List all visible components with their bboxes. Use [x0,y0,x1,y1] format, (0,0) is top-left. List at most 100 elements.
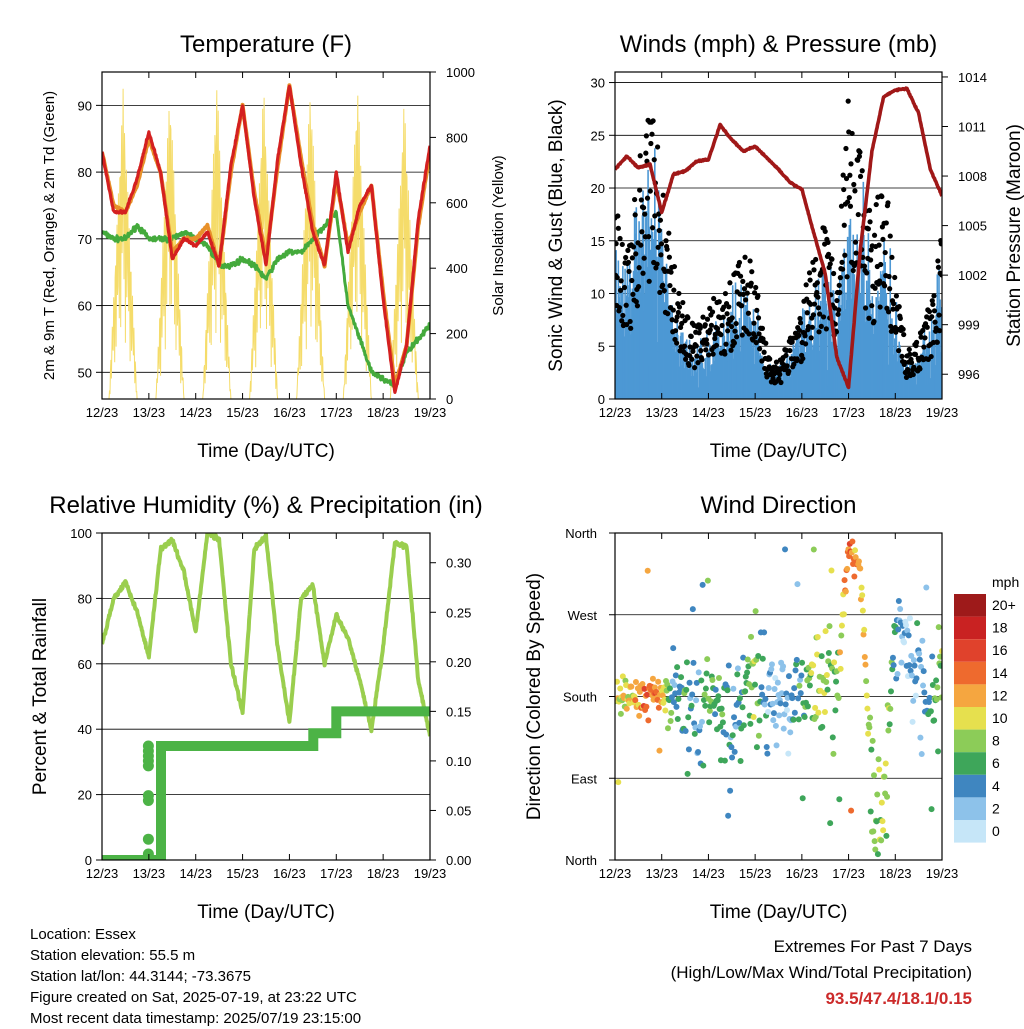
gust-point [719,322,725,329]
gust-point [861,263,868,269]
gust-point [754,307,760,313]
solar-day-2 [153,110,187,399]
direction-point [777,700,784,707]
gust-point [640,205,647,211]
gust-point [646,278,652,284]
recent-timestamp: Most recent data timestamp: 2025/07/19 2… [30,1010,362,1027]
direction-point [736,695,743,702]
gust-point [641,255,647,261]
legend-title: mph [992,574,1019,590]
direction-point [791,685,798,692]
gust-point [849,130,855,137]
gust-point [886,273,892,280]
direction-point [908,672,915,679]
temperature-title: Temperature (F) [180,31,352,58]
direction-point [910,697,917,704]
direction-xtick-label: 15/23 [739,866,772,881]
direction-point [829,734,836,741]
extremes-summary: Extremes For Past 7 Days (High/Low/Max W… [671,934,972,1012]
temperature-xlabel: Time (Day/UTC) [197,441,335,462]
humidity-xtick-label: 17/23 [320,866,353,881]
temperature-ytick-right-label: 0 [446,392,453,407]
direction-point [666,685,673,692]
direction-point [755,652,762,659]
direction-point [780,725,787,732]
direction-point [712,686,719,693]
humidity-xtick-label: 19/23 [414,866,447,881]
direction-point [758,684,765,691]
direction-point [840,611,847,618]
gust-point [928,353,934,360]
gust-point [811,267,817,273]
extremes-values: 93.5/47.4/18.1/0.15 [825,989,972,1008]
gust-point [686,362,692,369]
direction-point [929,653,936,660]
gust-point [751,290,758,296]
direction-point [693,679,700,686]
direction-point [874,851,881,858]
gust-point [721,304,727,310]
gust-point [879,193,885,200]
direction-point [782,701,789,708]
pressure-series-line [615,86,942,390]
direction-point [753,744,760,751]
gust-point [660,192,666,198]
gust-point [685,315,691,321]
gust-point [618,278,624,284]
legend-label: 8 [992,733,1000,749]
direction-point [878,799,885,806]
gust-point [843,175,850,182]
direction-point [678,674,685,681]
winds-xtick-label: 19/23 [926,405,959,420]
solar-series [106,88,421,399]
winds-ytick-label: 20 [591,181,605,196]
direction-point [739,704,746,711]
precip-point [142,790,154,802]
precip-point [142,740,154,752]
direction-point [939,647,942,654]
gust-point [913,339,920,345]
direction-point [615,779,622,786]
gust-point [649,225,656,231]
direction-point [906,615,913,622]
temperature-ytick-right-label: 200 [446,327,468,342]
gust-point [720,314,726,320]
gust-point [726,304,732,310]
humidity-xtick-label: 12/23 [86,866,119,881]
direction-point [912,692,919,699]
gust-point [814,280,820,286]
gust-point [786,368,792,374]
direction-point [702,685,709,692]
direction-point [764,750,771,757]
gust-point [630,291,636,297]
humidity-ytick-right-label: 0.00 [446,853,471,868]
gust-point [918,334,924,340]
humidity-xtick-label: 18/23 [367,866,400,881]
gust-point [825,251,832,257]
gust-point [842,252,848,258]
direction-point [858,584,865,591]
gust-point [834,297,840,304]
pressure-ylabel: Station Pressure (Maroon) [1004,124,1024,347]
gust-point [753,340,759,346]
gust-point [704,316,711,322]
gust-point [671,287,677,293]
gust-point [939,272,942,278]
gust-point [745,310,752,316]
direction-point [796,682,803,689]
direction-point [725,812,732,819]
gust-point [857,173,864,180]
temperature-ytick-right-label: 1000 [446,65,475,80]
direction-point [619,673,626,680]
gust-point [634,303,641,309]
gust-point [616,304,623,311]
direction-point [748,633,755,640]
direction-point [704,577,711,584]
direction-point [719,711,726,718]
direction-point [878,837,885,844]
direction-point [814,651,821,658]
direction-point [801,713,808,720]
gust-point [713,342,720,348]
direction-point [935,748,942,755]
direction-point [826,623,833,630]
